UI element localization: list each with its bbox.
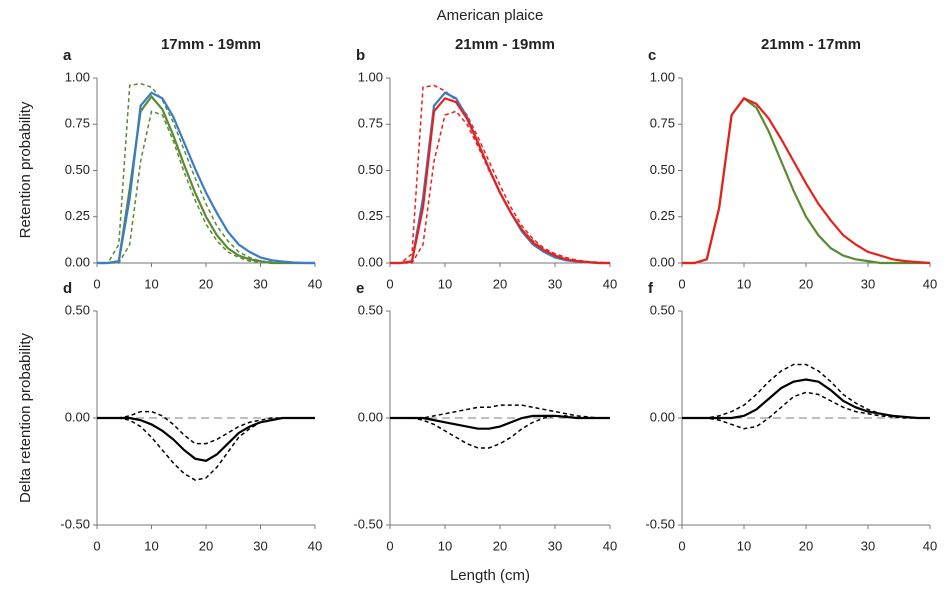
x-tick-label: 30 (253, 538, 267, 553)
y-tick-label: 0.50 (65, 302, 90, 317)
x-tick-label: 10 (144, 538, 158, 553)
y-tick-label: 0.50 (650, 162, 675, 177)
panel-title: 17mm - 19mm (161, 36, 261, 53)
data-line (390, 97, 610, 265)
panel-title: 21mm - 19mm (455, 36, 555, 53)
y-axis-label: Retention probability (17, 101, 34, 238)
data-line (682, 96, 931, 265)
data-line (97, 417, 315, 481)
x-tick-label: 40 (923, 538, 937, 553)
x-tick-label: 10 (438, 538, 452, 553)
data-line (390, 415, 610, 449)
panel-letter: d (63, 280, 72, 297)
y-tick-label: 0.50 (358, 162, 383, 177)
y-tick-label: 0.25 (65, 208, 90, 223)
y-axis-label: Delta retention probability (17, 332, 34, 503)
x-axis-label: Length (cm) (450, 567, 530, 584)
panel-title: 21mm - 17mm (761, 36, 861, 53)
y-tick-label: 0.50 (65, 162, 90, 177)
y-tick-label: 0.00 (358, 254, 383, 269)
x-tick-label: 10 (438, 276, 452, 291)
data-line (682, 378, 930, 420)
y-tick-label: 0.50 (358, 302, 383, 317)
x-tick-label: 0 (93, 538, 100, 553)
x-tick-label: 10 (737, 276, 751, 291)
x-tick-label: 40 (923, 276, 937, 291)
y-tick-label: 0.00 (65, 254, 90, 269)
panel-letter: b (356, 47, 365, 64)
y-tick-label: 1.00 (65, 69, 90, 84)
y-tick-label: 0.25 (358, 208, 383, 223)
y-tick-label: 1.00 (358, 69, 383, 84)
y-tick-label: 0.75 (358, 116, 383, 131)
y-tick-label: 0.00 (650, 409, 675, 424)
x-tick-label: 30 (861, 276, 875, 291)
y-tick-label: 0.00 (358, 409, 383, 424)
x-tick-label: 40 (308, 538, 322, 553)
x-tick-label: 20 (799, 538, 813, 553)
x-tick-label: 20 (799, 276, 813, 291)
x-tick-label: 0 (678, 276, 685, 291)
data-line (390, 84, 611, 264)
data-line (97, 410, 315, 445)
panel-letter: a (63, 47, 72, 64)
x-tick-label: 40 (308, 276, 322, 291)
y-tick-label: 0.00 (650, 254, 675, 269)
x-tick-label: 30 (548, 538, 562, 553)
x-tick-label: 30 (548, 276, 562, 291)
y-tick-label: 1.00 (650, 69, 675, 84)
data-line (97, 91, 315, 265)
y-tick-label: 0.50 (650, 302, 675, 317)
x-tick-label: 40 (603, 276, 617, 291)
x-tick-label: 20 (493, 276, 507, 291)
data-line (97, 82, 315, 264)
data-line (682, 363, 930, 419)
data-line (97, 416, 315, 462)
y-tick-label: 0.75 (65, 116, 90, 131)
panel-letter: f (648, 280, 654, 297)
y-tick-label: 0.25 (650, 208, 675, 223)
data-line (390, 110, 610, 264)
data-line (682, 391, 930, 430)
figure-title: American plaice (437, 7, 544, 24)
data-line (390, 404, 610, 419)
panel-letter: e (356, 280, 364, 297)
y-tick-label: -0.50 (645, 516, 675, 531)
data-line (390, 414, 610, 430)
x-tick-label: 0 (386, 538, 393, 553)
y-tick-label: 0.75 (650, 116, 675, 131)
y-tick-label: -0.50 (353, 516, 383, 531)
y-tick-label: -0.50 (60, 516, 90, 531)
x-tick-label: 0 (93, 276, 100, 291)
panel-letter: c (648, 47, 656, 64)
x-tick-label: 40 (603, 538, 617, 553)
x-tick-label: 10 (144, 276, 158, 291)
x-tick-label: 30 (253, 276, 267, 291)
data-line (682, 96, 930, 265)
data-line (390, 91, 610, 265)
x-tick-label: 0 (386, 276, 393, 291)
x-tick-label: 10 (737, 538, 751, 553)
x-tick-label: 20 (199, 538, 213, 553)
x-tick-label: 20 (493, 538, 507, 553)
x-tick-label: 20 (199, 276, 213, 291)
x-tick-label: 30 (861, 538, 875, 553)
x-tick-label: 0 (678, 538, 685, 553)
data-line (97, 94, 315, 265)
y-tick-label: 0.00 (65, 409, 90, 424)
